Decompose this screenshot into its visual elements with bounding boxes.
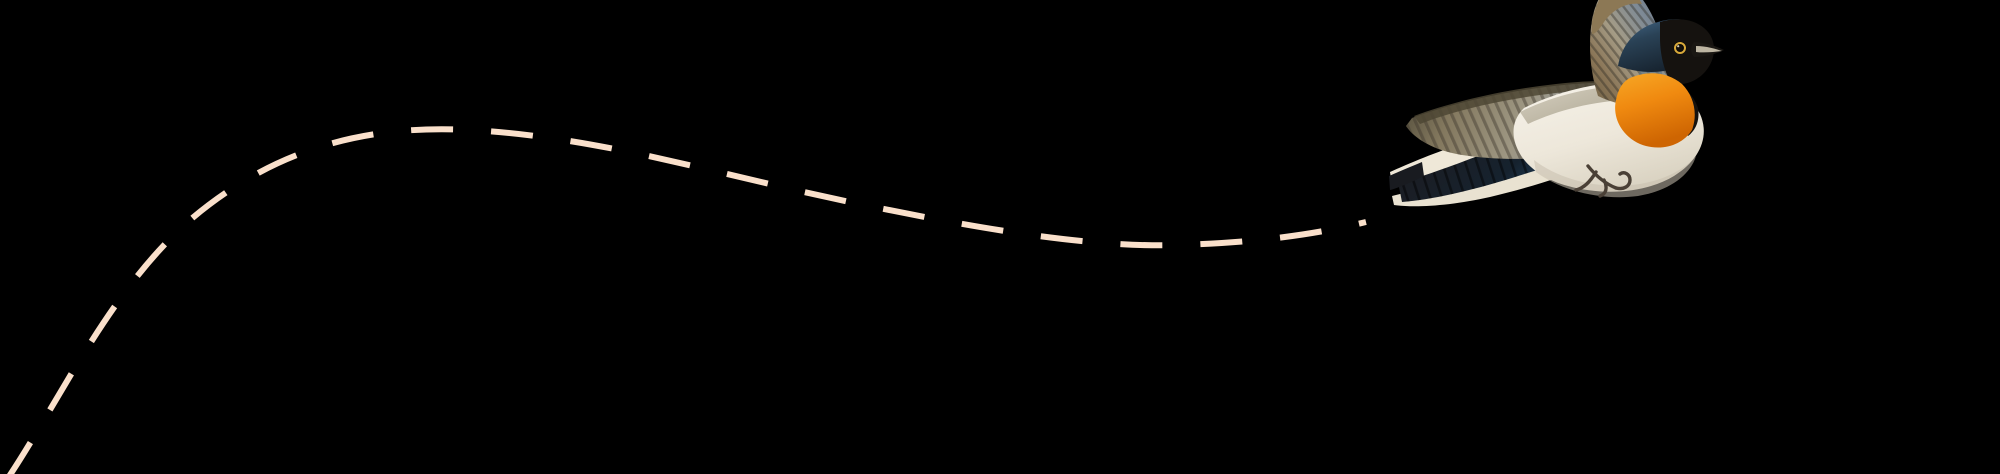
eye — [1673, 41, 1687, 55]
bird-head — [1615, 19, 1724, 148]
bird-figure — [1389, 0, 1724, 207]
claw-foot — [1574, 164, 1632, 198]
flight-trail-path — [7, 126, 1367, 474]
orange-throat — [1615, 73, 1695, 148]
beak — [1691, 42, 1724, 57]
face-mask — [1660, 19, 1714, 85]
